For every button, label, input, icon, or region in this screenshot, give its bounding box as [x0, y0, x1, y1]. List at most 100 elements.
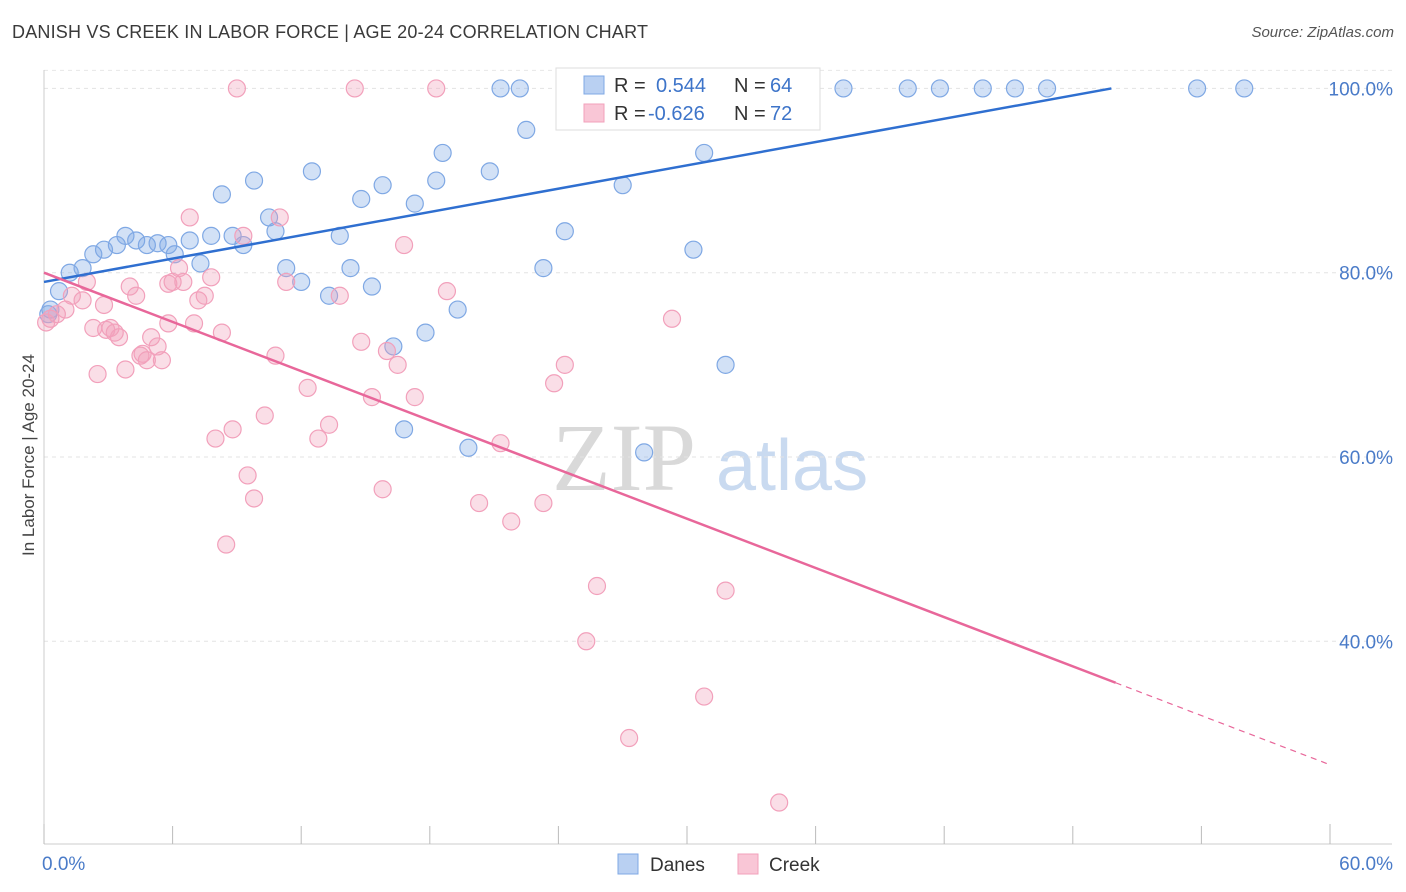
creek-point: [202, 268, 221, 287]
creek-point: [180, 208, 199, 227]
legend-creek-r-label: R =: [614, 103, 646, 125]
creek-point: [88, 364, 107, 384]
creek-point: [437, 282, 457, 301]
series-legend: Danes Creek: [617, 853, 820, 876]
creek-point: [73, 291, 92, 310]
danes-point: [416, 323, 435, 342]
creek-point: [152, 351, 171, 370]
danes-point: [534, 259, 553, 278]
creek-point: [427, 79, 446, 98]
bottom-legend-creek-swatch: [737, 853, 759, 875]
creek-point: [545, 374, 564, 393]
danes-point: [394, 420, 414, 439]
danes-point: [373, 176, 392, 195]
creek-point: [223, 420, 242, 439]
bottom-legend-danes: Danes: [650, 855, 705, 876]
creek-point: [142, 328, 161, 347]
creek-point: [298, 378, 317, 397]
danes-point: [1235, 79, 1254, 98]
danes-point: [930, 79, 950, 98]
data-points: [37, 79, 1254, 812]
legend-danes-n-label: N =: [734, 75, 766, 97]
x-tick-label: 60.0%: [1339, 854, 1393, 875]
creek-point: [502, 512, 521, 531]
creek-point: [234, 226, 253, 245]
creek-point: [189, 291, 208, 310]
creek-point: [587, 576, 607, 596]
danes-point: [684, 240, 703, 259]
danes-point: [459, 438, 478, 457]
danes-point: [491, 79, 510, 98]
watermark-atlas: atlas: [716, 426, 868, 506]
legend-danes-swatch: [583, 75, 605, 95]
creek-point: [116, 360, 135, 379]
legend-creek-n-value: 72: [770, 103, 792, 125]
danes-trend-line: [43, 87, 1112, 284]
y-axis-label: In Labor Force | Age 20-24: [19, 354, 38, 556]
creek-point: [555, 355, 574, 374]
legend-danes-r-value: 0.544: [656, 75, 706, 97]
legend-danes-n-value: 64: [770, 75, 792, 97]
danes-point: [517, 120, 536, 139]
danes-point: [362, 277, 382, 296]
creek-trend-line: [43, 271, 1117, 684]
y-tick-label: 40.0%: [1339, 632, 1393, 653]
danes-point: [427, 171, 446, 190]
creek-point: [394, 235, 414, 255]
danes-point: [116, 226, 135, 245]
creek-point: [133, 344, 152, 363]
grid-lines: [44, 69, 1392, 642]
creek-point: [620, 728, 639, 748]
correlation-legend: R = 0.544 N = 64 R = -0.626 N = 72: [555, 67, 821, 131]
creek-point: [62, 286, 81, 305]
danes-point: [834, 79, 853, 98]
creek-point: [469, 493, 489, 513]
creek-point: [770, 793, 789, 812]
source-credit: Source: ZipAtlas.com: [1251, 24, 1394, 41]
danes-point: [716, 355, 735, 374]
creek-point: [377, 341, 397, 361]
legend-danes-r-label: R =: [614, 75, 646, 97]
creek-point: [716, 581, 735, 600]
danes-point: [319, 286, 339, 305]
creek-point: [195, 286, 214, 305]
danes-point: [898, 79, 917, 98]
trend-lines: [43, 87, 1331, 766]
creek-point: [330, 286, 349, 305]
creek-point: [148, 337, 167, 356]
creek-point: [388, 355, 407, 374]
creek-point: [127, 286, 146, 305]
danes-point: [180, 231, 199, 250]
creek-point: [97, 320, 116, 339]
danes-point: [555, 222, 574, 241]
chart-title: DANISH VS CREEK IN LABOR FORCE | AGE 20-…: [12, 22, 649, 42]
bottom-legend-creek: Creek: [769, 855, 820, 876]
creek-point: [534, 493, 553, 513]
danes-point: [191, 254, 210, 273]
danes-point: [84, 245, 103, 264]
creek-point: [217, 535, 236, 554]
danes-point: [480, 162, 499, 181]
danes-point: [292, 272, 311, 292]
danes-point: [202, 226, 221, 245]
legend-creek-n-label: N =: [734, 103, 766, 125]
danes-point: [1037, 79, 1057, 98]
creek-point: [319, 415, 339, 434]
creek-point: [695, 687, 714, 706]
creek-point: [255, 406, 274, 425]
creek-point: [577, 632, 596, 651]
legend-creek-swatch: [583, 103, 605, 123]
x-tick-label: 0.0%: [42, 854, 85, 875]
danes-point: [448, 300, 467, 319]
danes-point: [695, 143, 714, 163]
creek-point: [352, 332, 371, 351]
creek-point: [238, 466, 257, 485]
creek-point: [37, 313, 56, 332]
creek-point: [277, 272, 296, 292]
creek-point: [206, 429, 225, 448]
creek-point: [662, 309, 682, 328]
y-tick-label: 100.0%: [1329, 79, 1394, 100]
danes-point: [212, 185, 231, 204]
creek-point: [373, 480, 392, 499]
